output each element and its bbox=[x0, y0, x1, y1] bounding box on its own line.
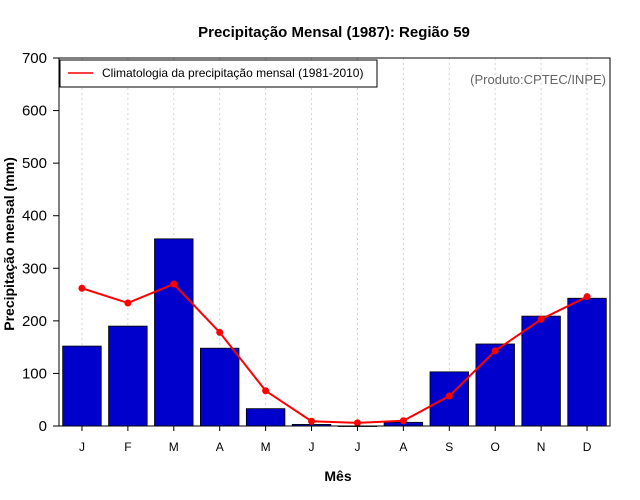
bar-f-2 bbox=[108, 325, 148, 427]
y-tick-label: 600 bbox=[22, 103, 47, 120]
plot-frame bbox=[58, 57, 611, 427]
climatology-point bbox=[308, 417, 316, 425]
y-tick-label: 300 bbox=[22, 260, 47, 277]
y-axis-label: Precipitação mensal (mm) bbox=[1, 157, 17, 331]
legend-label: Climatologia da precipitação mensal (198… bbox=[102, 66, 363, 80]
y-tick-label: 700 bbox=[22, 50, 47, 67]
climatology-point bbox=[216, 328, 224, 336]
bar-n-11 bbox=[521, 315, 561, 427]
bar-j-1 bbox=[62, 345, 102, 427]
climatology-point bbox=[399, 417, 407, 425]
climatology-point bbox=[78, 284, 86, 292]
source-label: (Produto:CPTEC/INPE) bbox=[470, 72, 606, 87]
bar-m-5 bbox=[245, 408, 286, 427]
climatology-point bbox=[491, 347, 499, 355]
x-tick-label: J bbox=[354, 440, 360, 454]
climatology-point bbox=[537, 315, 545, 323]
bar-series bbox=[62, 238, 607, 427]
legend: Climatologia da precipitação mensal (198… bbox=[59, 59, 378, 88]
climatology-series bbox=[78, 280, 591, 427]
x-tick-label: M bbox=[169, 440, 179, 454]
x-tick-label: J bbox=[309, 440, 315, 454]
y-tick-label: 100 bbox=[22, 365, 47, 382]
climatology-point bbox=[170, 280, 178, 288]
y-tick-label: 500 bbox=[22, 155, 47, 172]
y-tick-label: 400 bbox=[22, 208, 47, 225]
climatology-point bbox=[445, 392, 453, 400]
bar-a-4 bbox=[200, 347, 240, 427]
y-axis: 0 100 200 300 400 500 600 700 bbox=[22, 50, 59, 435]
legend-box bbox=[59, 59, 378, 88]
bar-m-3 bbox=[154, 238, 194, 427]
x-tick-label: M bbox=[261, 440, 271, 454]
x-tick-label: D bbox=[583, 440, 592, 454]
x-tick-label: A bbox=[216, 440, 224, 454]
climatology-point bbox=[353, 419, 361, 427]
x-tick-label: A bbox=[399, 440, 407, 454]
climatology-point bbox=[124, 299, 132, 307]
x-axis-label: Mês bbox=[324, 468, 351, 484]
x-tick-label: S bbox=[445, 440, 453, 454]
climatology-point bbox=[262, 387, 270, 395]
bar-d-12 bbox=[567, 297, 607, 427]
y-tick-label: 0 bbox=[39, 418, 47, 435]
x-tick-label: O bbox=[491, 440, 500, 454]
y-tick-label: 200 bbox=[22, 313, 47, 330]
x-tick-label: J bbox=[79, 440, 85, 454]
chart-title: Precipitação Mensal (1987): Região 59 bbox=[198, 24, 470, 41]
x-tick-label: N bbox=[537, 440, 546, 454]
bar-o-10 bbox=[475, 343, 515, 427]
climatology-line bbox=[81, 282, 588, 424]
climatology-point bbox=[583, 293, 591, 301]
x-tick-label: F bbox=[124, 440, 131, 454]
